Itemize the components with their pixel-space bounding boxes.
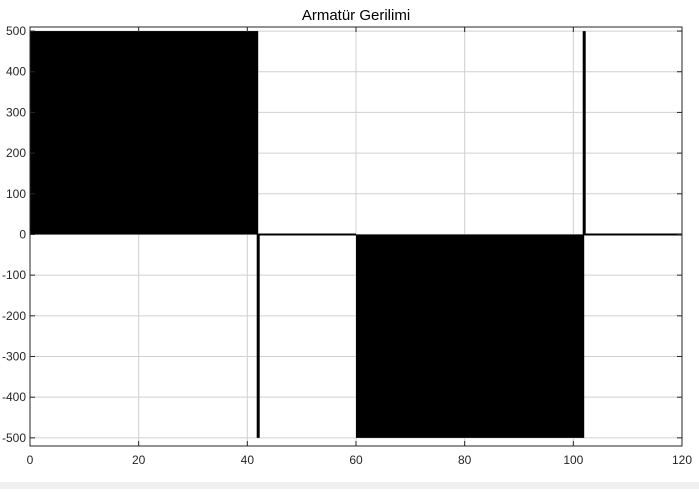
y-tick-label: 400 — [6, 65, 26, 79]
y-tick-label: 500 — [6, 24, 26, 38]
x-tick-label: 80 — [458, 453, 472, 467]
y-tick-label: -400 — [2, 390, 26, 404]
pwm-band — [356, 234, 585, 438]
y-tick-label: -100 — [2, 268, 26, 282]
y-tick-label: 100 — [6, 187, 26, 201]
x-tick-label: 120 — [672, 453, 692, 467]
window-bottom-edge — [0, 482, 699, 489]
x-tick-label: 60 — [349, 453, 363, 467]
y-tick-label: 0 — [19, 227, 26, 241]
y-tick-label: -500 — [2, 431, 26, 445]
y-tick-label: -300 — [2, 350, 26, 364]
x-tick-label: 0 — [27, 453, 34, 467]
pwm-band — [30, 31, 259, 235]
chart-title: Armatür Gerilimi — [302, 7, 410, 24]
plot-area: 0 20 40 60 80 100 120 -500 -400 -300 -200 -100 0 100 2… — [2, 24, 692, 467]
x-tick-label: 100 — [563, 453, 583, 467]
x-tick-label: 20 — [132, 453, 146, 467]
x-tick-label: 40 — [241, 453, 255, 467]
y-tick-label: 300 — [6, 105, 26, 119]
y-tick-label: 200 — [6, 146, 26, 160]
y-tick-label: -200 — [2, 309, 26, 323]
